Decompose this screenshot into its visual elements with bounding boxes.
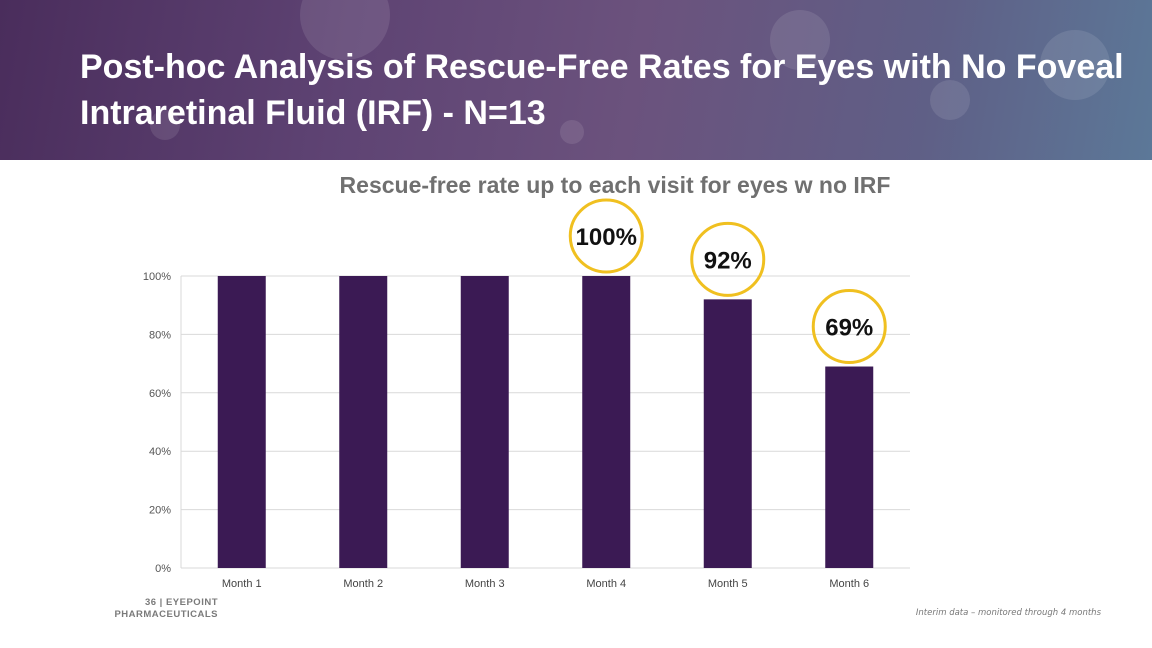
header-banner: Post-hoc Analysis of Rescue-Free Rates f… <box>0 0 1152 160</box>
decorative-bubble <box>560 120 584 144</box>
x-tick-label: Month 1 <box>222 578 262 590</box>
chart-title: Rescue-free rate up to each visit for ey… <box>339 172 891 198</box>
y-tick-label: 40% <box>149 446 171 458</box>
x-tick-label: Month 4 <box>586 578 626 590</box>
y-tick-label: 0% <box>155 563 171 575</box>
brand-line-1: EYEPOINT <box>165 597 218 608</box>
brand-line-2: PHARMACEUTICALS <box>114 609 218 620</box>
footnote: Interim data – monitored through 4 month… <box>915 608 1101 618</box>
footer-brand: 36 | EYEPOINT PHARMACEUTICALS <box>100 597 218 621</box>
bar <box>825 366 874 568</box>
slide-title: Post-hoc Analysis of Rescue-Free Rates f… <box>80 48 1124 132</box>
bar <box>339 276 388 568</box>
y-tick-label: 20% <box>149 505 171 517</box>
y-tick-label: 60% <box>149 388 171 400</box>
decorative-bubble <box>1040 30 1110 100</box>
y-tick-label: 100% <box>143 271 171 283</box>
callout-ring <box>690 221 766 297</box>
y-tick-label: 80% <box>149 329 171 341</box>
bar <box>582 276 631 568</box>
data-label: 69% <box>825 315 873 342</box>
x-tick-label: Month 2 <box>343 578 383 590</box>
data-label: 100% <box>576 224 637 251</box>
decorative-bubble <box>930 80 970 120</box>
bar <box>217 276 266 568</box>
data-label: 92% <box>704 247 752 274</box>
bar <box>460 276 509 568</box>
callout-ring <box>568 198 644 274</box>
decorative-bubble <box>150 110 180 140</box>
decorative-bubble <box>770 10 830 70</box>
x-tick-label: Month 5 <box>708 578 748 590</box>
page-number: 36 <box>144 597 157 608</box>
x-tick-label: Month 6 <box>829 578 869 590</box>
callout-ring <box>811 289 887 365</box>
x-tick-label: Month 3 <box>465 578 505 590</box>
bar <box>703 299 752 568</box>
